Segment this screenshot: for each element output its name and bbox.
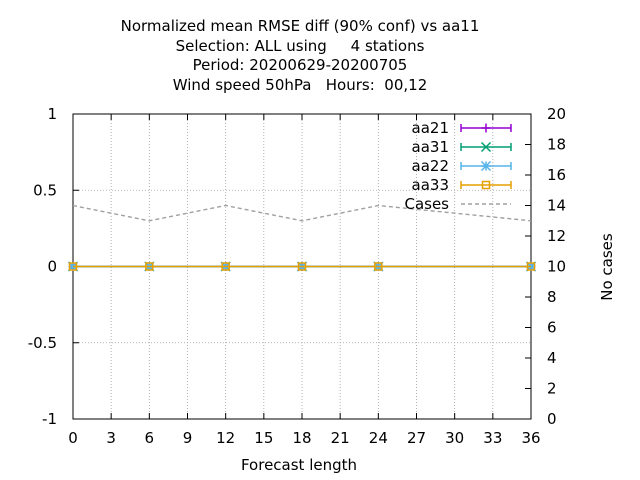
- x-axis-ticks: 0 3 6 9 12 15 18 21 24 27 30 33 36: [68, 114, 541, 447]
- y2-tick-label: 2: [547, 380, 557, 398]
- title-line-3: Period: 20200629-20200705: [192, 56, 408, 74]
- y-tick-label: 0.5: [33, 181, 57, 199]
- legend-label-cases: Cases: [404, 195, 449, 213]
- data-point-aa33: [68, 262, 78, 271]
- x-tick-label: 36: [521, 429, 540, 447]
- legend-label-aa33: aa33: [412, 176, 449, 194]
- data-point-aa33: [374, 262, 383, 271]
- legend-marker-aa22: [480, 160, 492, 172]
- y2-tick-label: 6: [547, 319, 557, 337]
- legend-marker-aa21: [481, 123, 491, 133]
- y-tick-label: -0.5: [28, 334, 57, 352]
- x-tick-label: 15: [254, 429, 273, 447]
- x-axis-label: Forecast length: [241, 456, 357, 474]
- x-tick-label: 0: [68, 429, 78, 447]
- y2-tick-label: 18: [547, 136, 566, 154]
- y2-tick-label: 0: [547, 410, 557, 428]
- y2-tick-label: 16: [547, 166, 566, 184]
- title-line-2: Selection: ALL using 4 stations: [175, 36, 425, 55]
- title-line-1: Normalized mean RMSE diff (90% conf) vs …: [120, 17, 480, 35]
- series-line-cases: [72, 204, 532, 222]
- y2-tick-label: 12: [547, 227, 566, 245]
- x-tick-label: 33: [483, 429, 502, 447]
- y2-tick-label: 4: [547, 349, 557, 367]
- x-tick-label: 3: [106, 429, 116, 447]
- x-tick-label: 24: [369, 429, 388, 447]
- chart-title: Normalized mean RMSE diff (90% conf) vs …: [0, 17, 600, 95]
- x-tick-label: 27: [407, 429, 426, 447]
- x-tick-label: 6: [145, 429, 155, 447]
- legend-label-aa22: aa22: [412, 157, 449, 175]
- y-tick-label: 1: [47, 105, 57, 123]
- x-tick-label: 21: [331, 429, 350, 447]
- legend-marker-aa31: [480, 141, 492, 153]
- y-axis-ticks: -1 -0.5 0 0.5 1: [28, 105, 79, 428]
- x-tick-label: 18: [292, 429, 311, 447]
- y2-axis-ticks: 0 2 4 6 8 10 12 14 16 18 20: [525, 105, 566, 428]
- legend-label-aa21: aa21: [412, 119, 449, 137]
- data-point-aa33: [145, 262, 154, 271]
- y2-tick-label: 14: [547, 197, 566, 215]
- y2-tick-label: 10: [547, 258, 566, 276]
- legend-label-aa31: aa31: [412, 138, 449, 156]
- y2-axis-label: No cases: [598, 233, 616, 301]
- marker-stroke: [480, 160, 492, 172]
- x-tick-label: 9: [183, 429, 193, 447]
- y2-tick-label: 8: [547, 288, 557, 306]
- title-line-4: Wind speed 50hPa Hours: 00,12: [172, 75, 428, 94]
- y-tick-label: -1: [42, 410, 57, 428]
- y-tick-label: 0: [47, 258, 57, 276]
- x-tick-label: 30: [445, 429, 464, 447]
- legend-marker-aa33: [481, 180, 491, 190]
- data-point-aa33: [221, 262, 230, 271]
- data-point-aa33: [526, 262, 536, 271]
- marker-stroke: [480, 141, 492, 153]
- series-group: [67, 204, 537, 272]
- y2-tick-label: 20: [547, 105, 566, 123]
- x-tick-label: 12: [216, 429, 235, 447]
- data-point-aa33: [297, 262, 307, 271]
